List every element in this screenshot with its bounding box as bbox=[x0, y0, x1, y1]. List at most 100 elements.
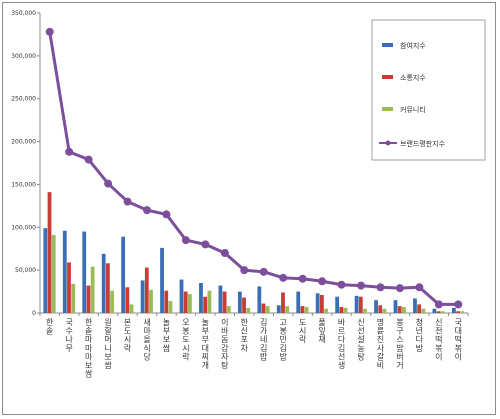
brand-index-point-13 bbox=[279, 273, 288, 282]
brand-index-point-6 bbox=[143, 206, 151, 215]
brand-index-point-2 bbox=[65, 147, 74, 156]
bar-3-14 bbox=[304, 307, 309, 313]
bar-1-22 bbox=[451, 307, 456, 313]
bar-2-14 bbox=[300, 306, 305, 313]
bar-2-22 bbox=[456, 311, 460, 313]
brand-index-point-20 bbox=[415, 283, 424, 292]
brand-index-point-16 bbox=[337, 280, 346, 289]
legend-label-participation: 참여지수 bbox=[400, 41, 426, 50]
bar-1-11 bbox=[237, 291, 242, 313]
legend-swatch-community bbox=[382, 107, 393, 111]
bar-2-2 bbox=[67, 262, 71, 313]
bar-3-7 bbox=[168, 301, 173, 313]
brand-index-point-21 bbox=[434, 300, 443, 309]
brand-index-line bbox=[45, 27, 463, 309]
legend: 참여지수 소통지수 커뮤니티 브랜드평판지수 bbox=[371, 19, 486, 161]
brand-index-point-9 bbox=[201, 240, 210, 249]
bar-1-16 bbox=[335, 296, 340, 313]
bar-1-5 bbox=[121, 236, 126, 313]
bar-1-13 bbox=[276, 305, 281, 313]
brand-index-point-19 bbox=[395, 284, 404, 293]
bar-3-17 bbox=[363, 308, 367, 313]
bar-2-9 bbox=[203, 296, 208, 313]
brand-index-point-22 bbox=[454, 300, 463, 309]
bar-1-21 bbox=[432, 308, 437, 313]
brand-index-point-14 bbox=[298, 274, 307, 283]
legend-swatch-participation bbox=[382, 43, 393, 47]
bar-1-3 bbox=[82, 231, 87, 313]
bar-2-15 bbox=[319, 295, 324, 313]
bar-1-7 bbox=[160, 247, 164, 313]
bar-1-4 bbox=[101, 253, 106, 313]
brand-index-point-4 bbox=[104, 179, 113, 188]
bar-3-3 bbox=[90, 266, 95, 313]
bar-1-20 bbox=[413, 298, 417, 313]
legend-swatch-brand-marker bbox=[385, 140, 391, 146]
bar-2-20 bbox=[417, 304, 422, 313]
bar-2-11 bbox=[242, 297, 246, 313]
bar-3-11 bbox=[246, 307, 251, 313]
bar-2-17 bbox=[358, 296, 363, 313]
bar-3-10 bbox=[226, 306, 231, 313]
bar-1-8 bbox=[179, 279, 184, 313]
bars bbox=[43, 192, 465, 313]
brand-index-point-15 bbox=[318, 277, 327, 286]
y-tick-label: 150,000 bbox=[11, 181, 36, 188]
y-tick-label: 250,000 bbox=[11, 96, 36, 103]
bar-3-15 bbox=[324, 308, 328, 313]
legend-swatch-communication bbox=[382, 75, 393, 79]
bar-2-18 bbox=[378, 305, 383, 313]
brand-index-point-3 bbox=[84, 155, 93, 164]
bar-1-17 bbox=[354, 295, 359, 313]
bar-3-13 bbox=[285, 306, 290, 313]
bar-1-14 bbox=[296, 291, 301, 313]
y-tick-label: 300,000 bbox=[11, 53, 36, 60]
bar-2-13 bbox=[281, 292, 285, 313]
bar-2-4 bbox=[105, 263, 110, 313]
y-tick-label: 200,000 bbox=[11, 139, 36, 146]
bar-2-7 bbox=[164, 290, 169, 313]
bar-2-12 bbox=[261, 303, 266, 313]
bar-1-19 bbox=[393, 300, 398, 313]
bar-2-8 bbox=[183, 291, 188, 313]
legend-label-community: 커뮤니티 bbox=[400, 105, 426, 114]
y-tick-label: 50,000 bbox=[15, 267, 36, 274]
bar-2-10 bbox=[222, 291, 227, 313]
brand-index-polyline bbox=[48, 31, 459, 306]
bar-1-10 bbox=[218, 285, 223, 313]
bar-2-16 bbox=[339, 307, 344, 313]
bar-3-18 bbox=[382, 308, 387, 313]
y-tick-label: 100,000 bbox=[11, 224, 36, 231]
brand-index-point-17 bbox=[357, 281, 365, 290]
bar-2-21 bbox=[436, 311, 441, 313]
bar-3-20 bbox=[421, 308, 426, 313]
y-tick-label: 350,000 bbox=[11, 10, 36, 17]
brand-index-point-12 bbox=[259, 267, 268, 276]
bar-1-18 bbox=[374, 300, 378, 313]
brand-index-point-8 bbox=[181, 236, 190, 245]
brand-index-point-18 bbox=[376, 283, 385, 292]
bar-3-6 bbox=[149, 289, 153, 313]
x-tick-labels: 한 솥 국 수 나 무 한 솥 마 마 마 보 쌈 원 할 머 니 보 쌈 본 도 시 락 새 마 을 식 당 놀 부 보 쌈 오 봉 도 시 락 놀 부 부… bbox=[46, 317, 462, 379]
bar-2-5 bbox=[125, 287, 130, 313]
bar-3-1 bbox=[51, 235, 56, 313]
bar-1-15 bbox=[315, 293, 320, 313]
